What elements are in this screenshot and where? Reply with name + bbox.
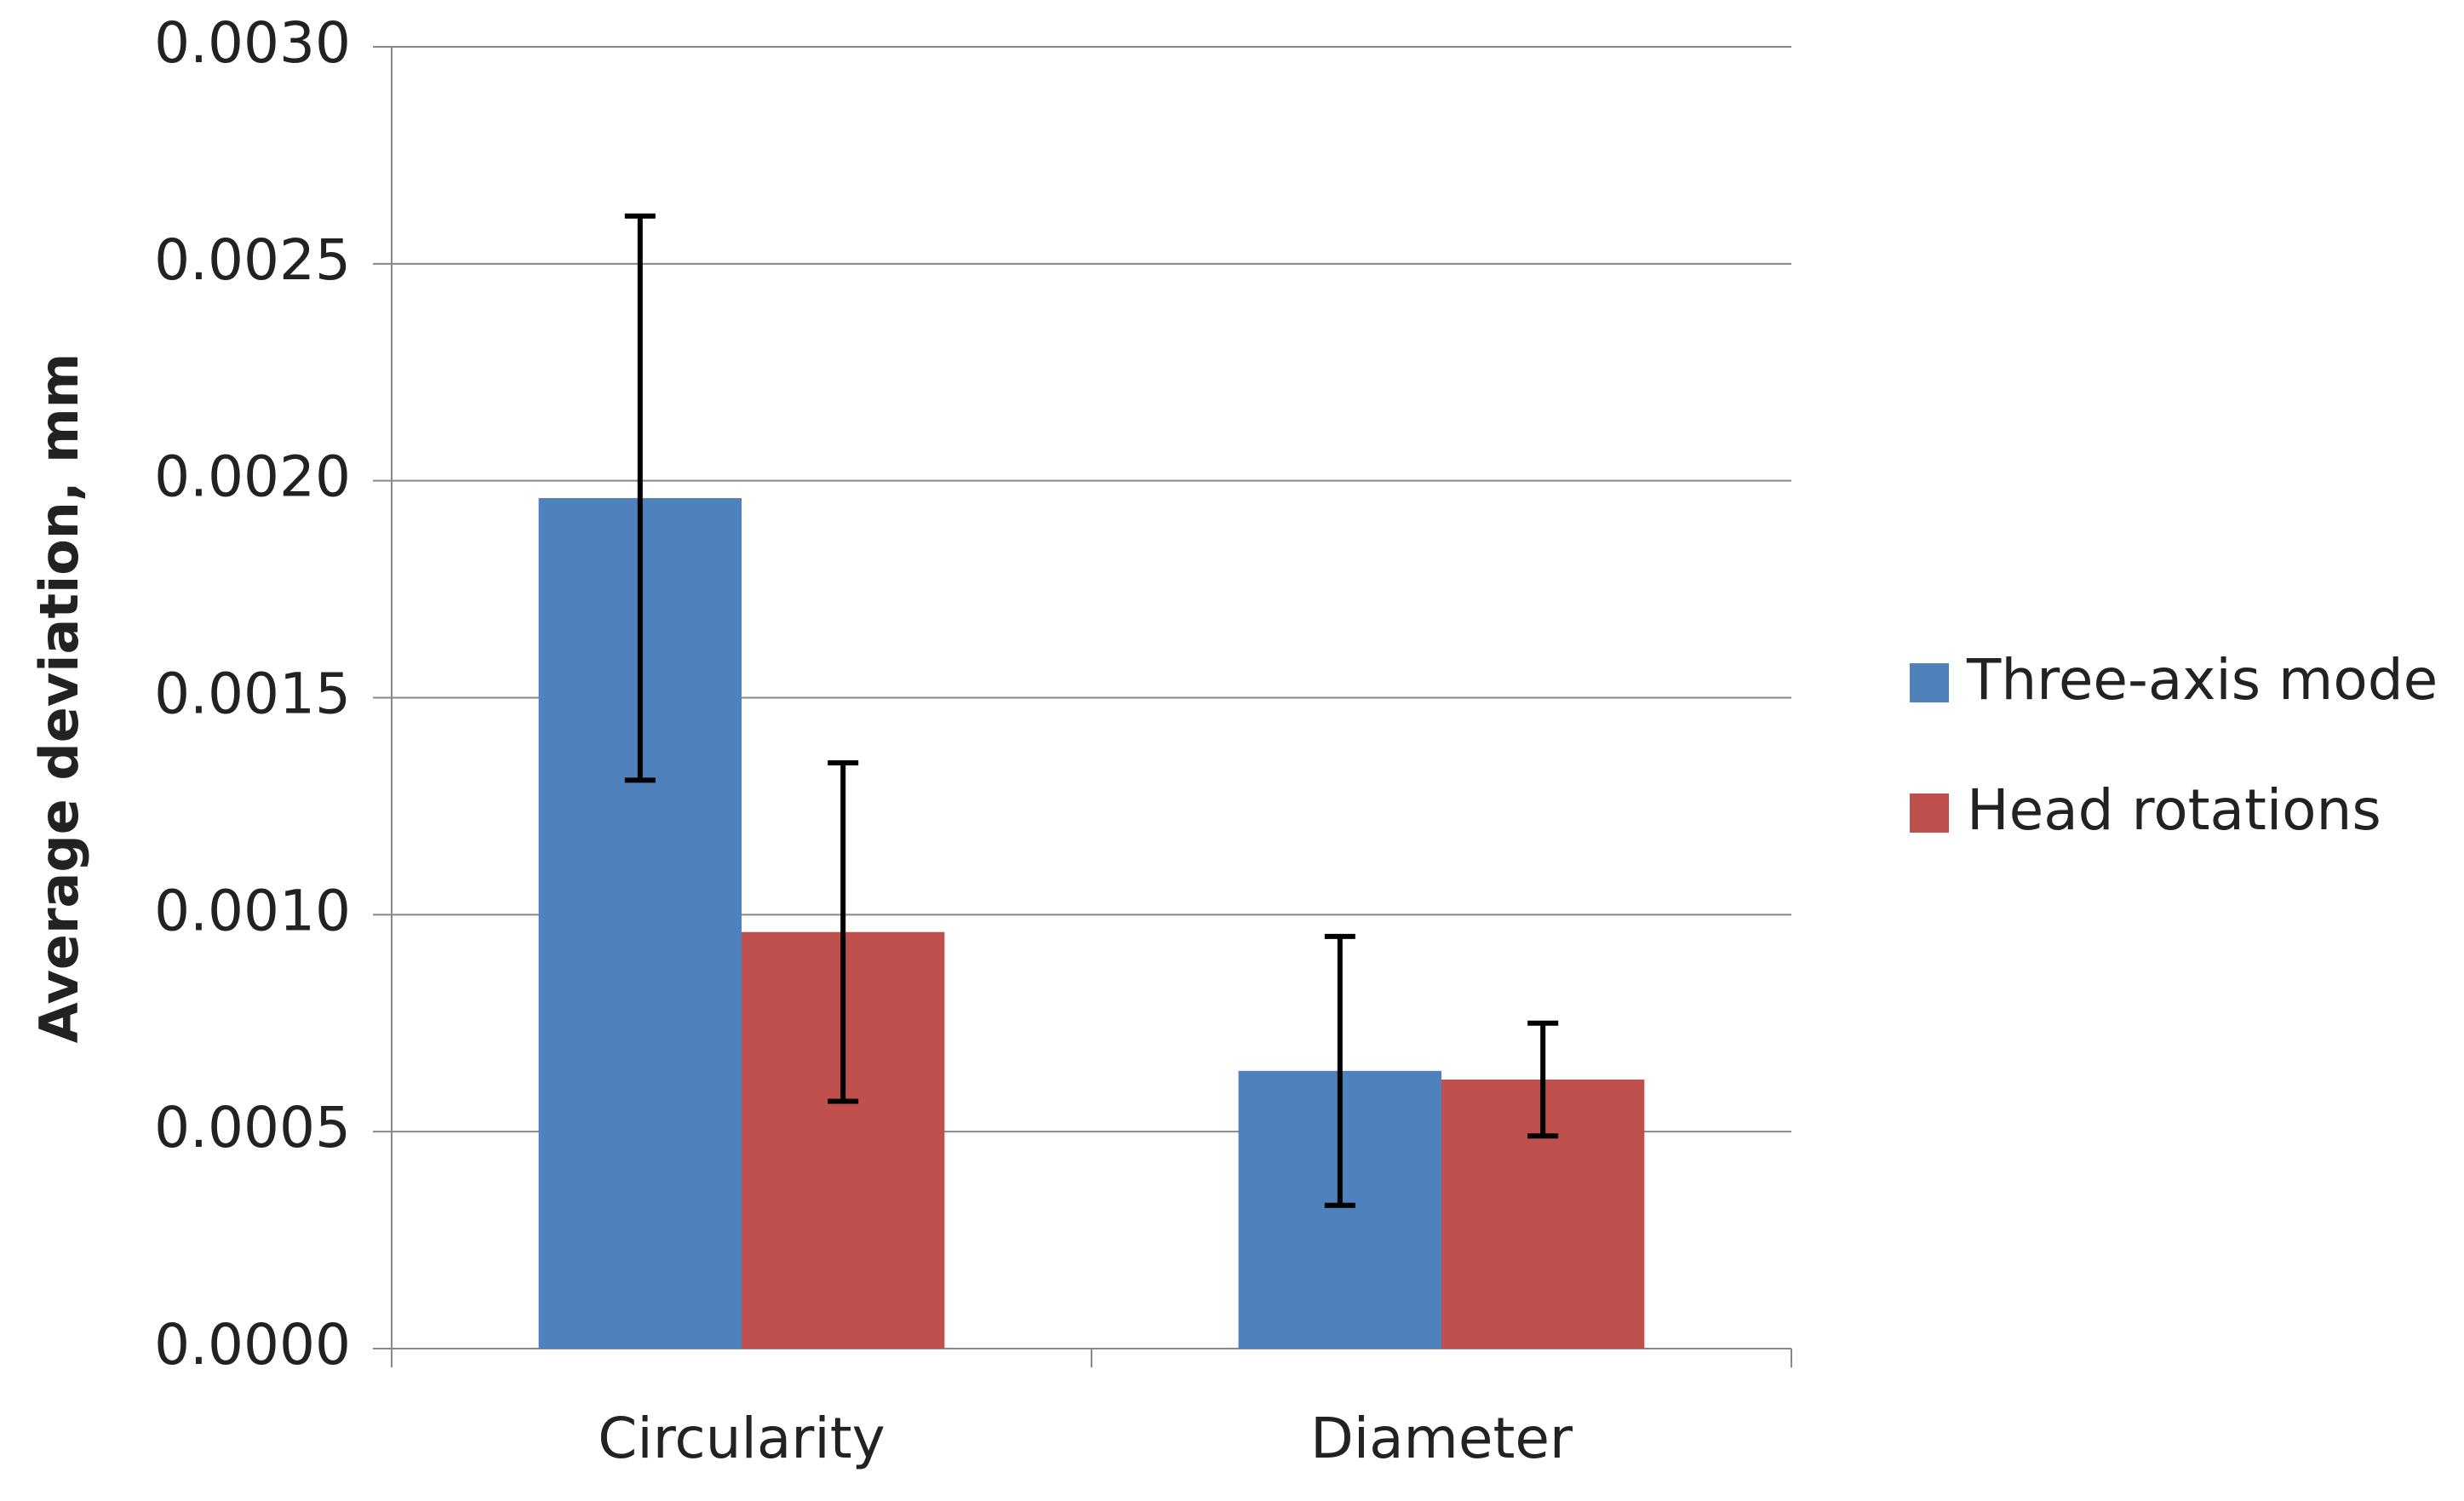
y-tick-label: 0.0005: [154, 1095, 351, 1160]
error-bar: [828, 759, 859, 1104]
legend-swatch: [1910, 793, 1949, 833]
y-tick-label: 0.0030: [154, 10, 351, 76]
y-tick-label: 0.0015: [154, 662, 351, 727]
error-bar: [624, 213, 656, 783]
legend-label: Three-axis mode: [1966, 647, 2438, 713]
y-tick-label: 0.0020: [154, 444, 351, 510]
legend-label: Head rotations: [1967, 777, 2381, 843]
y-axis-title: Average deviation, mm: [28, 353, 90, 1044]
x-tick-label: Diameter: [1310, 1406, 1573, 1471]
y-tick-label: 0.0025: [154, 227, 351, 293]
y-tick-label: 0.0010: [154, 878, 351, 943]
y-tick-label: 0.0000: [154, 1312, 351, 1378]
error-bar: [1527, 1020, 1559, 1139]
x-tick-label: Circularity: [598, 1406, 885, 1471]
legend-swatch: [1910, 663, 1949, 702]
error-bar: [1324, 933, 1355, 1208]
